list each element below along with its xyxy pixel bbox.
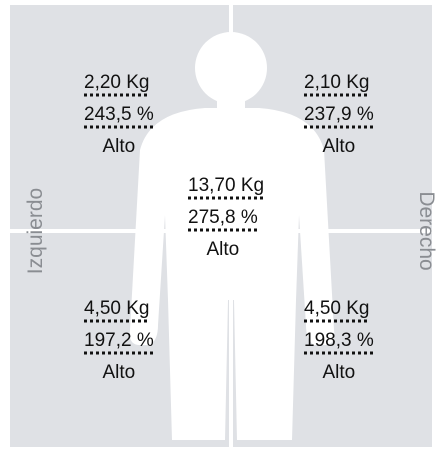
segment-level: Alto <box>102 136 135 157</box>
segment-level: Alto <box>206 239 239 260</box>
segment-mass: 2,10 Kg <box>304 72 370 93</box>
segment-level: Alto <box>102 362 135 383</box>
segment-panel: Izquierdo Derecho 2,20 Kg 243,5 % Alto 2,10… <box>0 0 442 452</box>
segment-percent: 243,5 % <box>84 104 154 125</box>
segment-mass: 13,70 Kg <box>188 175 264 196</box>
segment-percent: 237,9 % <box>304 104 374 125</box>
segment-percent: 198,3 % <box>304 330 374 351</box>
segment-mass: 4,50 Kg <box>304 298 370 319</box>
segment-level: Alto <box>322 362 355 383</box>
left-side-label: Izquierdo <box>24 188 47 274</box>
segment-level: Alto <box>322 136 355 157</box>
segment-mass: 2,20 Kg <box>84 72 150 93</box>
segment-percent: 197,2 % <box>84 330 154 351</box>
segment-percent: 275,8 % <box>188 207 258 228</box>
right-side-label: Derecho <box>415 191 438 270</box>
segment-mass: 4,50 Kg <box>84 298 150 319</box>
